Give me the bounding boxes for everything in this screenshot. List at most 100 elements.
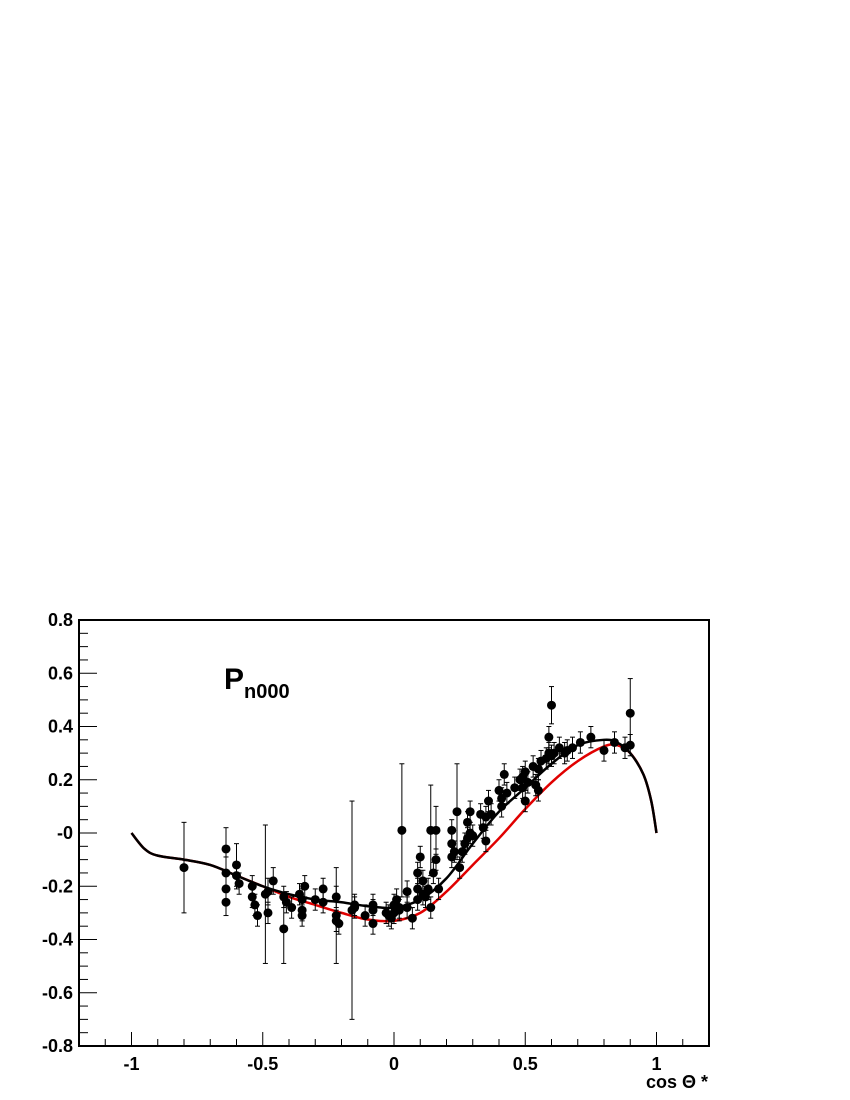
data-point xyxy=(544,732,554,742)
data-point xyxy=(447,825,457,835)
data-point xyxy=(221,884,231,894)
data-point xyxy=(478,823,488,833)
data-point xyxy=(368,905,378,915)
data-point xyxy=(318,897,328,907)
data-point xyxy=(297,911,307,921)
data-point xyxy=(455,863,465,873)
y-tick-label: 0.2 xyxy=(48,770,73,790)
plot-frame xyxy=(78,619,710,1047)
data-point xyxy=(625,708,635,718)
data-point xyxy=(300,881,310,891)
data-point xyxy=(421,892,430,902)
data-point xyxy=(499,769,509,779)
data-point xyxy=(392,895,402,905)
data-point xyxy=(415,852,425,862)
data-point xyxy=(279,924,289,934)
data-point xyxy=(232,871,241,881)
error-bars xyxy=(181,678,633,1020)
data-point xyxy=(263,887,273,897)
data-point xyxy=(250,900,260,910)
data-point xyxy=(510,783,520,793)
data-point xyxy=(533,785,543,795)
data-point xyxy=(413,868,423,878)
data-point xyxy=(350,903,360,913)
data-point xyxy=(402,903,412,913)
data-point xyxy=(523,777,533,787)
data-point xyxy=(494,785,504,795)
data-point xyxy=(263,908,273,918)
data-point xyxy=(457,847,467,857)
y-tick-label: -0 xyxy=(57,823,73,843)
data-point xyxy=(449,847,459,857)
data-point xyxy=(418,876,428,886)
data-point xyxy=(397,825,407,835)
axis-ticks xyxy=(78,619,710,1047)
data-point xyxy=(599,745,609,755)
x-axis-title: cos Θ * xyxy=(646,1072,708,1092)
data-point xyxy=(497,801,507,811)
x-tick-label: 1 xyxy=(651,1054,661,1074)
data-point xyxy=(568,743,577,753)
x-tick-label: 0.5 xyxy=(513,1054,538,1074)
data-point xyxy=(575,737,585,747)
panel-label: Pn000 xyxy=(224,663,290,703)
data-point xyxy=(610,737,619,747)
panel-label-main: P xyxy=(224,663,244,696)
data-point xyxy=(533,764,543,774)
data-point xyxy=(407,913,417,923)
data-point xyxy=(484,796,493,806)
data-point xyxy=(465,807,475,817)
data-point xyxy=(232,860,241,870)
data-point xyxy=(253,911,262,921)
data-point xyxy=(394,903,404,913)
y-tick-label: 0.8 xyxy=(48,610,73,630)
data-point xyxy=(426,903,436,913)
y-tick-label: 0.4 xyxy=(48,717,73,737)
data-point xyxy=(310,895,320,905)
data-point xyxy=(502,788,512,798)
x-tick-label: 0 xyxy=(389,1054,399,1074)
y-tick-label: -0.2 xyxy=(42,876,73,896)
data-point xyxy=(481,836,491,846)
data-point xyxy=(428,868,438,878)
data-point xyxy=(434,884,444,894)
data-point xyxy=(486,809,496,819)
data-point xyxy=(360,911,370,921)
data-point xyxy=(179,863,189,873)
data-point xyxy=(234,879,244,889)
data-point xyxy=(297,895,307,905)
x-tick-label: -0.5 xyxy=(247,1054,278,1074)
data-point xyxy=(547,700,556,710)
data-point xyxy=(431,855,441,865)
data-point xyxy=(334,919,344,929)
y-tick-label: 0.6 xyxy=(48,663,73,683)
y-tick-label: -0.6 xyxy=(42,983,73,1003)
data-point xyxy=(331,892,341,902)
data-point xyxy=(318,884,328,894)
data-point xyxy=(468,831,478,841)
y-tick-label: -0.8 xyxy=(42,1036,73,1056)
data-point xyxy=(402,887,412,897)
data-point xyxy=(287,903,297,913)
data-point xyxy=(520,796,530,806)
data-points xyxy=(179,700,635,934)
data-point xyxy=(447,839,457,849)
data-point xyxy=(423,884,433,894)
data-point xyxy=(221,868,231,878)
black-fit-curve xyxy=(130,738,658,910)
data-point xyxy=(431,825,441,835)
data-point xyxy=(625,740,635,750)
tick-labels: -1 -0.5 0 0.5 1 0.8 0.6 0.4 0.2 -0 -0.2 -0.4 -0.6 -0.… xyxy=(42,610,662,1074)
data-point xyxy=(221,897,231,907)
data-point xyxy=(221,844,231,854)
data-point xyxy=(368,919,378,929)
data-point xyxy=(586,732,596,742)
data-point xyxy=(520,767,530,777)
panel-label-sub: n000 xyxy=(244,681,290,703)
data-point xyxy=(268,876,278,886)
x-tick-label: -1 xyxy=(123,1054,139,1074)
data-point xyxy=(247,881,257,891)
y-tick-label: -0.4 xyxy=(42,930,73,950)
data-point xyxy=(463,817,472,827)
